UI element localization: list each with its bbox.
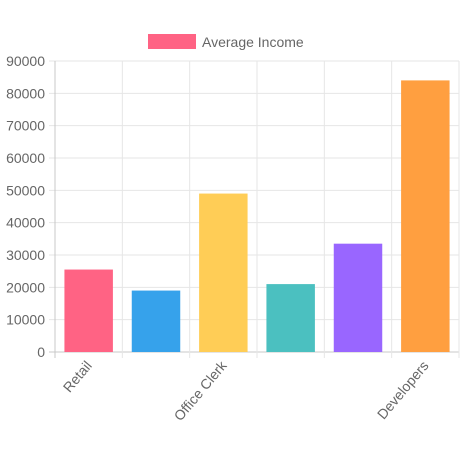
- x-tick-label: Retail: [60, 358, 95, 396]
- grid-lines: [49, 60, 460, 358]
- bars: [64, 80, 450, 353]
- bar[interactable]: [401, 80, 450, 353]
- bar[interactable]: [199, 193, 248, 352]
- legend[interactable]: Average Income: [148, 34, 304, 50]
- bar[interactable]: [131, 290, 181, 352]
- bar[interactable]: [266, 284, 315, 352]
- y-tick-label: 50000: [6, 182, 45, 198]
- y-tick-label: 10000: [6, 312, 45, 328]
- y-axis: 0 10000 20000 30000 40000 50000 60000 70000 8000…: [6, 53, 45, 360]
- y-tick-label: 0: [37, 344, 45, 360]
- x-tick-label: Office Clerk: [171, 357, 231, 424]
- y-tick-label: 30000: [6, 247, 45, 263]
- y-tick-label: 80000: [6, 85, 45, 101]
- y-tick-label: 20000: [6, 279, 45, 295]
- x-axis: Retail Office Clerk Developers: [60, 357, 432, 424]
- legend-swatch: [148, 34, 196, 49]
- y-tick-label: 90000: [6, 53, 45, 69]
- bar[interactable]: [64, 269, 113, 352]
- y-tick-label: 70000: [6, 118, 45, 134]
- bar[interactable]: [333, 243, 383, 352]
- x-tick-label: Developers: [374, 358, 432, 423]
- y-tick-label: 40000: [6, 215, 45, 231]
- legend-label: Average Income: [202, 34, 304, 50]
- y-tick-label: 60000: [6, 150, 45, 166]
